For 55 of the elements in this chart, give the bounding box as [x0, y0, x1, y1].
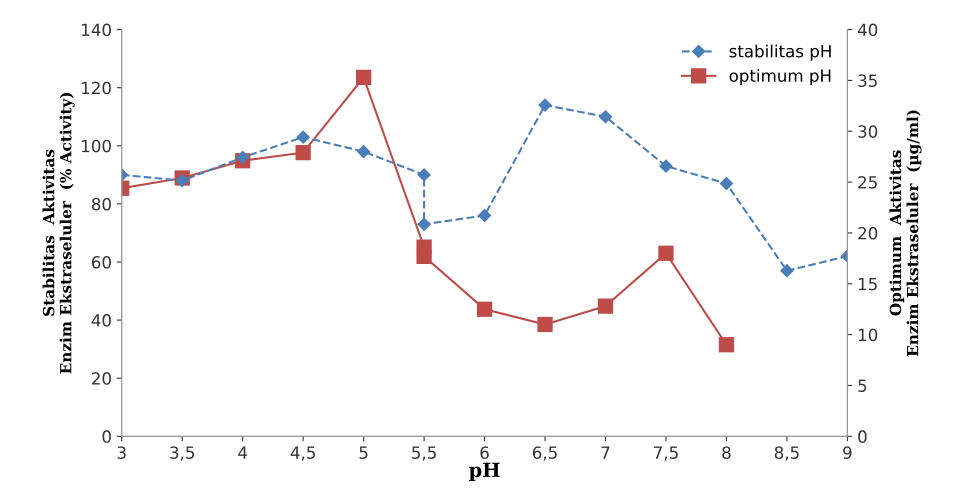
y-tick-label: 100 — [82, 140, 111, 152]
point — [176, 174, 189, 188]
y2-tick-label: 0 — [858, 430, 867, 443]
x-tick-label: 6 — [480, 446, 489, 459]
point — [598, 298, 614, 314]
x-tick-label: 8 — [722, 446, 731, 459]
y2-tick-label: 15 — [858, 278, 877, 290]
y-tick-label: 80 — [92, 198, 111, 210]
point — [476, 302, 492, 317]
point — [418, 218, 431, 231]
y-tick-label: 20 — [92, 372, 111, 385]
y2-axis-title: Optimum Aktivitas Enzim Ekstraseluler (µg/ml) — [889, 110, 922, 356]
legend-label: optimum pH — [730, 69, 830, 86]
x-tick-label: 5 — [360, 446, 368, 459]
x-tick-label: 9 — [843, 446, 852, 459]
x-tick-label: 3 — [118, 446, 126, 459]
x-tick-label: 6,5 — [532, 446, 557, 461]
point — [357, 145, 370, 158]
x-axis-title: pH — [469, 462, 500, 481]
y-tick-label: 120 — [82, 82, 111, 94]
y-axis-title: Stabilitas Aktivitas Enzim Ekstraseluler (% Activity) — [42, 92, 75, 374]
y2-tick-label: 40 — [858, 24, 878, 36]
point — [356, 70, 372, 86]
point — [598, 110, 612, 124]
x-tick-label: 4,5 — [290, 446, 315, 461]
point — [537, 316, 553, 332]
point — [418, 168, 431, 182]
x-tick-label: 4 — [238, 446, 248, 459]
y-tick-label: 60 — [92, 256, 111, 269]
y2-tick-label: 30 — [858, 125, 878, 138]
point — [296, 130, 310, 144]
y2-tick-label: 10 — [858, 328, 878, 342]
x-tick-label: 5,5 — [412, 446, 436, 461]
y2-tick-label: 35 — [858, 74, 877, 87]
y-tick-label: 40 — [92, 314, 111, 327]
point — [296, 144, 311, 160]
point — [236, 150, 250, 164]
y2-tick-label: 20 — [858, 226, 878, 240]
legend-label: stabilitas pH — [730, 44, 831, 61]
point — [720, 176, 734, 190]
point — [780, 264, 794, 278]
point — [538, 98, 552, 112]
point — [658, 246, 674, 261]
x-tick-label: 7 — [602, 446, 610, 459]
point — [659, 160, 673, 173]
x-tick-label: 8,5 — [774, 446, 799, 461]
y2-tick-label: 5 — [858, 380, 866, 392]
y2-tick-label: 25 — [858, 176, 877, 189]
x-tick-label: 7,5 — [654, 446, 678, 461]
point — [478, 208, 492, 222]
point — [416, 248, 432, 264]
y-tick-label: 0 — [102, 430, 111, 443]
point — [718, 337, 734, 352]
y-tick-label: 140 — [82, 24, 111, 36]
x-tick-label: 3,5 — [170, 446, 194, 461]
